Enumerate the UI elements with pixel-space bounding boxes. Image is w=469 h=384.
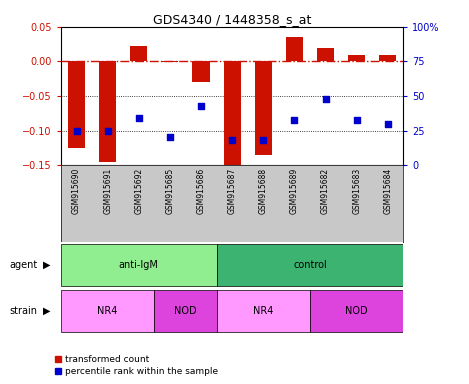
Text: NOD: NOD xyxy=(174,306,197,316)
Bar xyxy=(317,48,334,61)
Point xyxy=(228,137,236,143)
Legend: transformed count, percentile rank within the sample: transformed count, percentile rank withi… xyxy=(52,352,222,379)
Bar xyxy=(161,61,179,62)
Point xyxy=(104,127,112,134)
Point xyxy=(259,137,267,143)
Text: NR4: NR4 xyxy=(253,306,273,316)
Text: ▶: ▶ xyxy=(43,306,51,316)
Bar xyxy=(379,55,396,61)
Bar xyxy=(99,61,116,162)
Point xyxy=(353,116,360,122)
Text: GSM915687: GSM915687 xyxy=(227,167,237,214)
Text: GSM915685: GSM915685 xyxy=(166,167,174,214)
Bar xyxy=(286,37,303,61)
Text: GSM915683: GSM915683 xyxy=(352,167,361,214)
Point xyxy=(197,103,205,109)
Point xyxy=(322,96,329,102)
Text: GSM915691: GSM915691 xyxy=(103,167,112,214)
Text: ▶: ▶ xyxy=(43,260,51,270)
Point xyxy=(73,127,80,134)
Bar xyxy=(348,55,365,61)
Bar xyxy=(61,290,154,332)
Text: GSM915684: GSM915684 xyxy=(383,167,392,214)
Text: GSM915688: GSM915688 xyxy=(259,167,268,214)
Text: strain: strain xyxy=(9,306,38,316)
Point xyxy=(384,121,392,127)
Bar xyxy=(68,61,85,148)
Bar xyxy=(217,244,403,286)
Point xyxy=(166,134,174,141)
Bar xyxy=(61,244,217,286)
Bar xyxy=(192,61,210,82)
Text: GSM915686: GSM915686 xyxy=(197,167,205,214)
Bar xyxy=(224,61,241,169)
Text: GSM915689: GSM915689 xyxy=(290,167,299,214)
Text: anti-IgM: anti-IgM xyxy=(119,260,159,270)
Bar xyxy=(255,61,272,155)
Text: NOD: NOD xyxy=(345,306,368,316)
Title: GDS4340 / 1448358_s_at: GDS4340 / 1448358_s_at xyxy=(153,13,311,26)
Text: GSM915692: GSM915692 xyxy=(134,167,144,214)
Text: NR4: NR4 xyxy=(98,306,118,316)
Point xyxy=(291,116,298,122)
Bar xyxy=(310,290,403,332)
Text: control: control xyxy=(293,260,327,270)
Text: GSM915682: GSM915682 xyxy=(321,167,330,214)
Bar xyxy=(130,46,147,61)
Bar xyxy=(154,290,217,332)
Bar xyxy=(217,290,310,332)
Text: GSM915690: GSM915690 xyxy=(72,167,81,214)
Point xyxy=(135,115,143,121)
Text: agent: agent xyxy=(9,260,38,270)
